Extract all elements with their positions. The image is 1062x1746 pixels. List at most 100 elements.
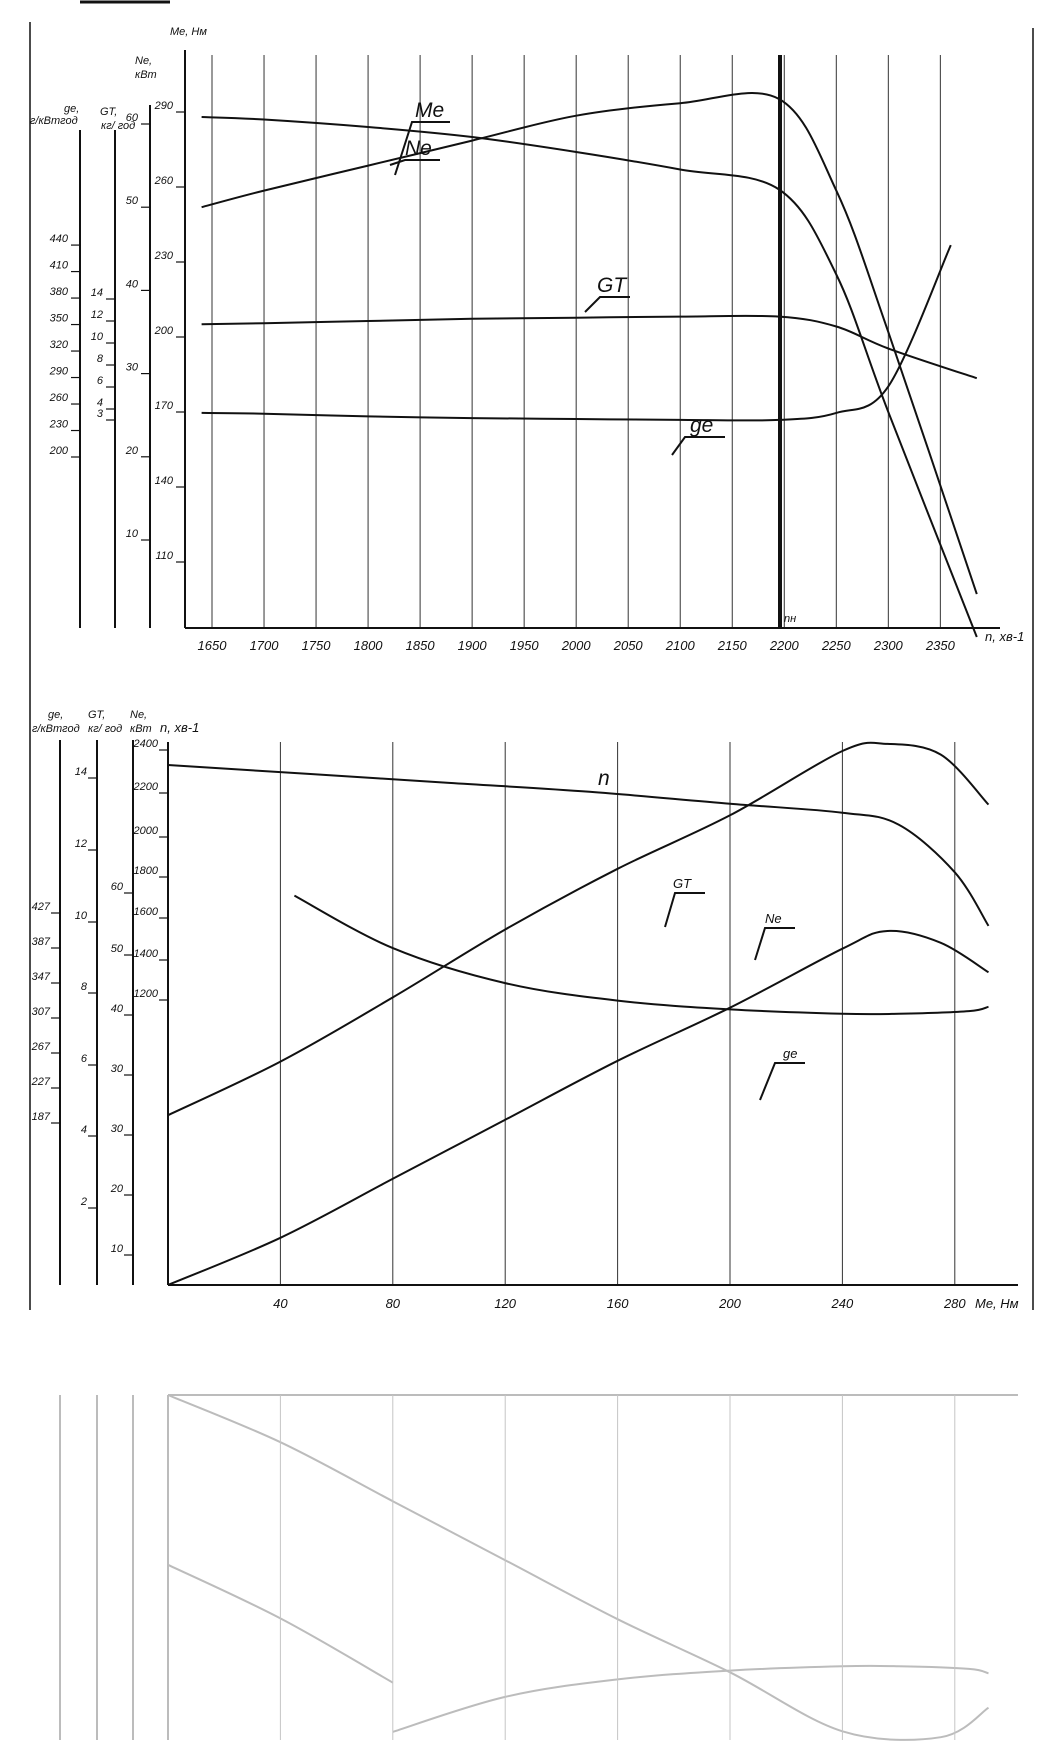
bottom-x-tick-label: 40	[273, 1296, 288, 1311]
Me-leader	[394, 121, 450, 176]
bottom-Gt-tick-label: 2	[80, 1196, 87, 1208]
bottom-x-tick-label: 240	[831, 1296, 854, 1311]
top-Me-tick-label: 200	[154, 325, 174, 337]
load-characteristic-chart: 187 227 267 307 347 387 427 2 4 6 8 10 12 14 10 20 30 30 4…	[31, 709, 1019, 1311]
top-Gt-tick-label: 8	[97, 353, 104, 365]
ge-leader	[671, 436, 725, 456]
top-x-axis-title: n, хв-1	[985, 629, 1024, 644]
bottom-x-tick-label: 120	[494, 1296, 516, 1311]
bottom-Gt-leader	[664, 892, 705, 928]
bottom-Gt-curve-label: GT	[673, 876, 692, 891]
top-curve-Me	[201, 116, 978, 638]
top-ge-tick-label: 320	[50, 339, 69, 351]
top-ge-tick-label: 380	[50, 286, 69, 298]
top-Gt-axis-title-2: кг/ год	[101, 120, 135, 132]
bottom-Gt-tick-label: 6	[81, 1053, 88, 1065]
bottom-ge-tick-label: 347	[32, 971, 51, 983]
bottom-n-tick-label: 1200	[134, 988, 159, 1000]
bottom-n-tick-label: 2200	[133, 781, 159, 793]
top-x-tick-label: 1800	[354, 638, 384, 653]
top-x-tick-label: 2300	[873, 638, 904, 653]
bottom-n-axis-title: n, хв-1	[160, 720, 199, 735]
bottom-Gt-axis-title-2: кг/ год	[88, 723, 122, 735]
top-curves	[201, 92, 978, 638]
speed-characteristic-chart: nн 200 230 260 290 320 350 380 410 440 34 6 8 10 12 14…	[30, 26, 1024, 653]
top-ge-tick-label: 260	[49, 392, 69, 404]
bottom-Ne-tick-label: 10	[111, 1243, 124, 1255]
bottom-ge-tick-label: 387	[32, 936, 51, 948]
Ne-leader	[389, 159, 440, 166]
top-Gt-tick-label: 3	[97, 408, 104, 420]
bottom-Ne-tick-label: 30	[111, 1123, 124, 1135]
Gt-leader	[584, 296, 630, 313]
bottom-x-tick-label: 80	[386, 1296, 401, 1311]
bottom-Gt-tick-label: 10	[75, 910, 88, 922]
top-Ne-tick-label: 50	[126, 195, 139, 207]
top-Ne-tick-label: 60	[126, 112, 139, 124]
top-Me-tick-label: 290	[154, 100, 174, 112]
bottom-n-tick-label: 1800	[134, 865, 159, 877]
top-ge-tick-label: 230	[49, 419, 69, 431]
top-Me-tick-label: 140	[155, 475, 174, 487]
top-x-tick-label: 1650	[198, 638, 228, 653]
top-Me-tick-label: 110	[155, 550, 173, 562]
reflection-curve-ge	[392, 1664, 989, 1733]
bottom-x-tick-label: 280	[943, 1296, 966, 1311]
top-x-tick-label: 1950	[510, 638, 540, 653]
bottom-ge-tick-label: 187	[32, 1111, 51, 1123]
top-Me-tick-label: 170	[155, 400, 174, 412]
n-curve-label: n	[598, 767, 610, 790]
bottom-ge-tick-label: 267	[31, 1041, 51, 1053]
bottom-Ne-tick-label: 20	[110, 1183, 124, 1195]
bottom-Gt-tick-label: 14	[75, 766, 87, 778]
top-Ne-tick-label: 30	[126, 362, 139, 374]
reflection-curve-GT	[167, 1563, 394, 1684]
bottom-ge-leader	[759, 1062, 805, 1101]
top-x-tick-label: 2000	[561, 638, 592, 653]
top-Ne-axis-title-1: Nе,	[135, 55, 152, 67]
Ne-curve-label: Nе	[405, 137, 432, 160]
top-x-tick-label: 1700	[250, 638, 280, 653]
top-Gt-tick-label: 14	[91, 287, 103, 299]
bottom-Gt-tick-label: 8	[81, 981, 88, 993]
bottom-Ne-axis-title-1: Nе,	[130, 709, 147, 721]
top-grid	[211, 55, 941, 628]
top-Ne-tick-label: 40	[126, 278, 139, 290]
top-Gt-axis-title-1: GT,	[100, 106, 117, 118]
top-ge-axis-title-1: gе,	[64, 103, 79, 115]
bottom-Gt-tick-label: 4	[81, 1124, 87, 1136]
top-ge-tick-label: 200	[49, 445, 69, 457]
top-x-tick-label: 2250	[821, 638, 852, 653]
bottom-n-tick-label: 1600	[134, 906, 159, 918]
bottom-ge-axis-title-1: gе,	[48, 709, 63, 721]
bottom-Gt-axis-title-1: GT,	[88, 709, 105, 721]
bottom-Gt-tick-label: 12	[75, 838, 87, 850]
top-Ne-tick-label: 20	[125, 445, 139, 457]
top-Ne-tick-label: 10	[126, 528, 139, 540]
bottom-curves	[167, 741, 990, 1286]
bottom-x-axis-title: Mе, Нм	[975, 1296, 1019, 1311]
bottom-Ne-leader	[754, 927, 795, 961]
bottom-Ne-tick-label: 40	[111, 1003, 124, 1015]
top-axis-ticks: 200 230 260 290 320 350 380 410 440 34 6 8 10 12 14 10 2…	[49, 100, 186, 563]
top-curve-ge	[201, 244, 952, 422]
bottom-x-tick-labels: 40 80 120 160 200 240 280	[273, 1296, 966, 1311]
top-Gt-tick-label: 12	[91, 309, 103, 321]
top-x-tick-label: 2100	[665, 638, 696, 653]
Gt-curve-label: GT	[597, 274, 628, 297]
bottom-curve-Ne	[167, 929, 990, 1286]
bottom-n-tick-label: 1400	[134, 948, 159, 960]
rated-speed-label: nн	[784, 613, 796, 625]
top-curve-Ne	[201, 92, 978, 595]
bottom-ge-tick-label: 227	[31, 1076, 51, 1088]
bottom-curve-GT	[167, 741, 990, 1117]
bottom-Ne-axis-title-2: кВт	[130, 723, 152, 735]
top-Me-axis-title: Mе, Нм	[170, 26, 207, 38]
chart-reflection	[59, 1394, 1018, 1741]
bottom-x-tick-label: 160	[607, 1296, 629, 1311]
top-Me-tick-label: 230	[154, 250, 174, 262]
reflection-curve-Ne	[167, 1394, 990, 1741]
ge-curve-label: gе	[690, 414, 713, 437]
top-x-tick-label: 1850	[406, 638, 436, 653]
top-ge-tick-label: 290	[49, 366, 69, 378]
